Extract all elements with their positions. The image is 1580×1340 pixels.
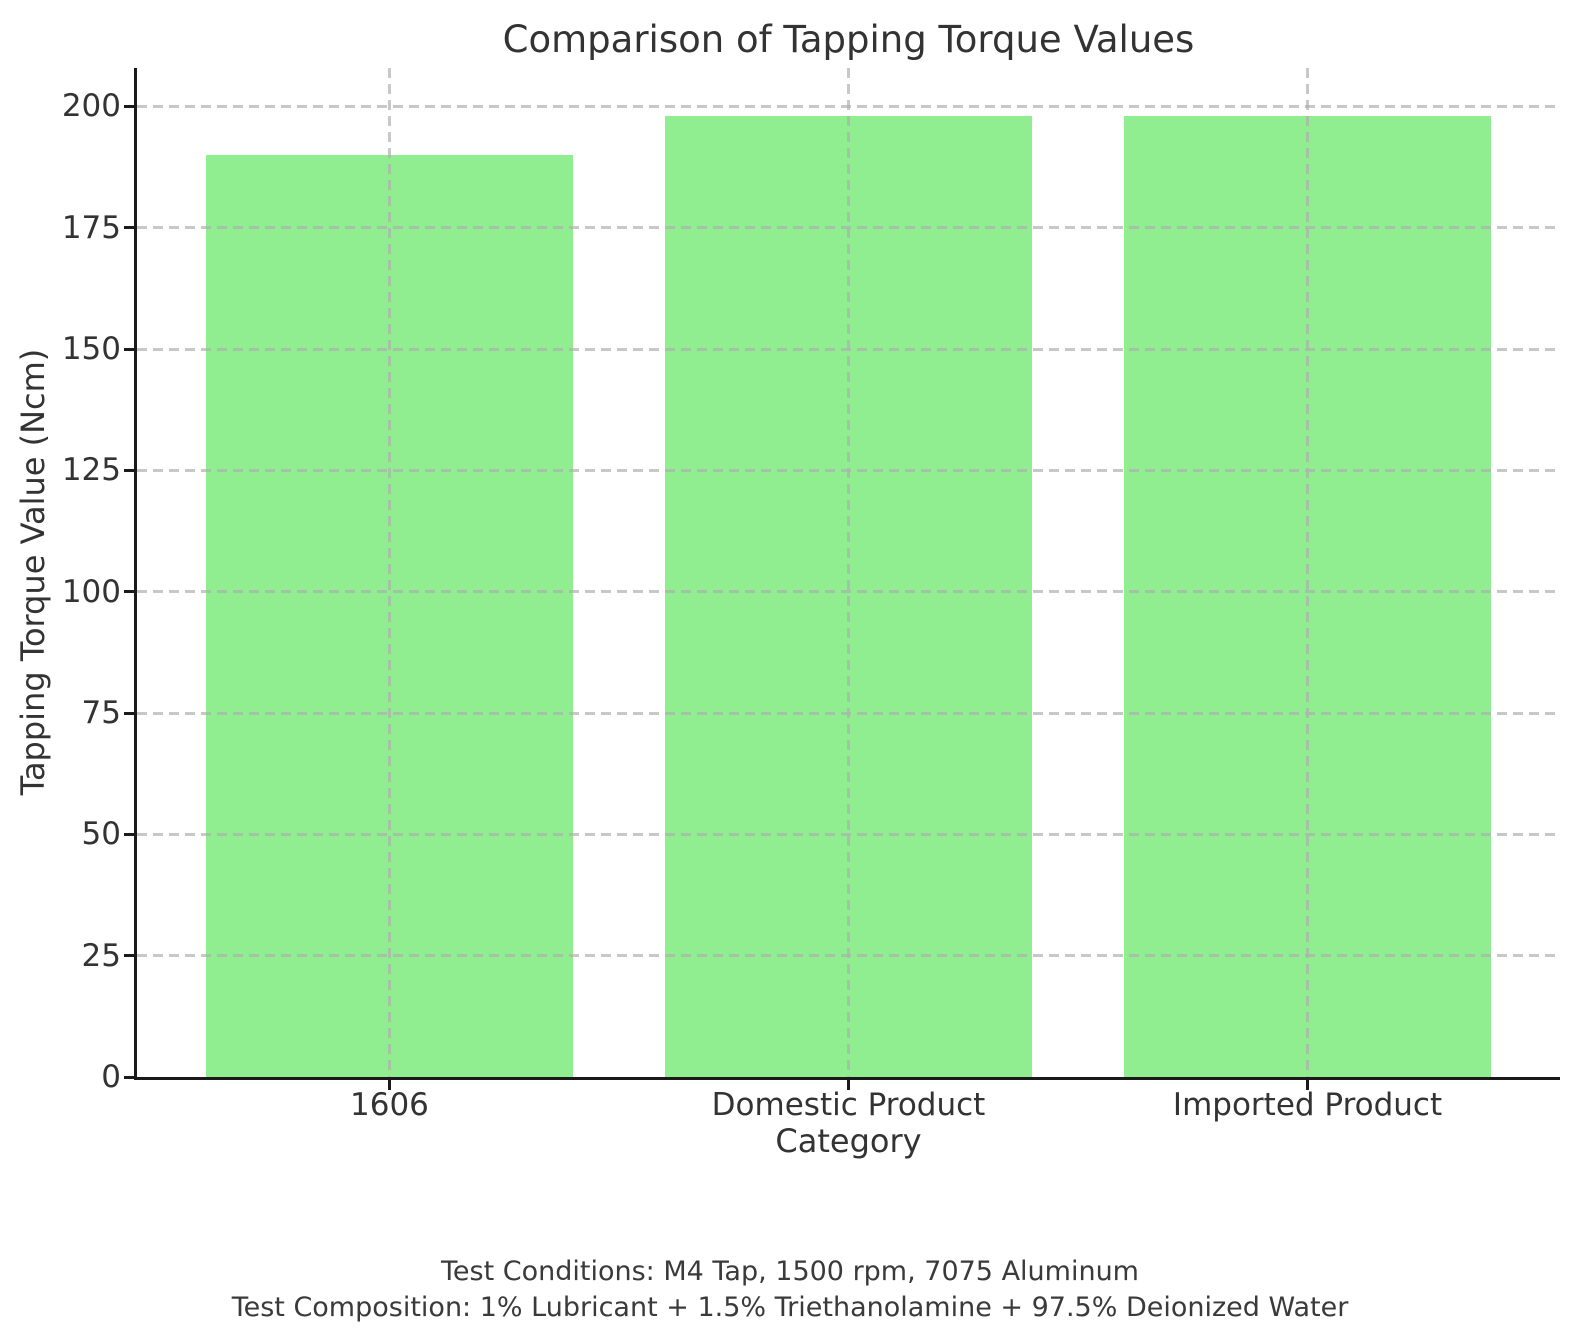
plot-area: 0 25 50 75 100 125 150 175 200 1606 Domestic Produ… [62, 68, 1560, 1123]
y-tick-mark [124, 711, 134, 715]
x-gridline [387, 68, 391, 1077]
y-tick-mark [124, 347, 134, 351]
footnote-line-2: Test Composition: 1% Lubricant + 1.5% Tr… [231, 1292, 1349, 1323]
y-tick-label: 200 [61, 88, 121, 125]
y-tick-mark [124, 832, 134, 836]
y-tick-mark [124, 590, 134, 594]
x-tick-label: 1606 [350, 1087, 429, 1123]
y-tick-mark [124, 954, 134, 958]
left-spine [134, 68, 137, 1080]
y-tick-mark [124, 104, 134, 108]
y-tick-label: 75 [81, 695, 121, 731]
x-tick-label: Imported Product [1172, 1087, 1443, 1123]
x-axis-label: Category [775, 1122, 922, 1160]
bottom-spine [134, 1077, 1560, 1080]
y-tick-mark [124, 468, 134, 472]
x-gridline [847, 68, 850, 1077]
footnote: Test Conditions: M4 Tap, 1500 rpm, 7075 … [0, 1254, 1580, 1326]
x-gridline [1306, 68, 1310, 1077]
footnote-line-1: Test Conditions: M4 Tap, 1500 rpm, 7075 … [441, 1256, 1139, 1287]
y-tick-label: 150 [61, 331, 121, 367]
x-tick-label: Domestic Product [711, 1087, 986, 1123]
y-tick-mark [124, 226, 134, 230]
chart-title: Comparison of Tapping Torque Values [502, 18, 1195, 61]
y-tick-label: 50 [81, 816, 121, 853]
y-tick-label: 175 [61, 209, 121, 246]
y-tick-label: 25 [81, 937, 121, 974]
x-tick-mark [387, 1080, 391, 1090]
x-tick-mark [1306, 1080, 1310, 1090]
y-axis-label: Tapping Torque Value (Ncm) [14, 348, 52, 796]
x-tick-mark [847, 1080, 850, 1090]
y-tick-label: 125 [61, 452, 121, 489]
y-tick-label: 0 [101, 1059, 121, 1095]
y-tick-mark [124, 1075, 134, 1079]
y-tick-label: 100 [61, 573, 121, 610]
